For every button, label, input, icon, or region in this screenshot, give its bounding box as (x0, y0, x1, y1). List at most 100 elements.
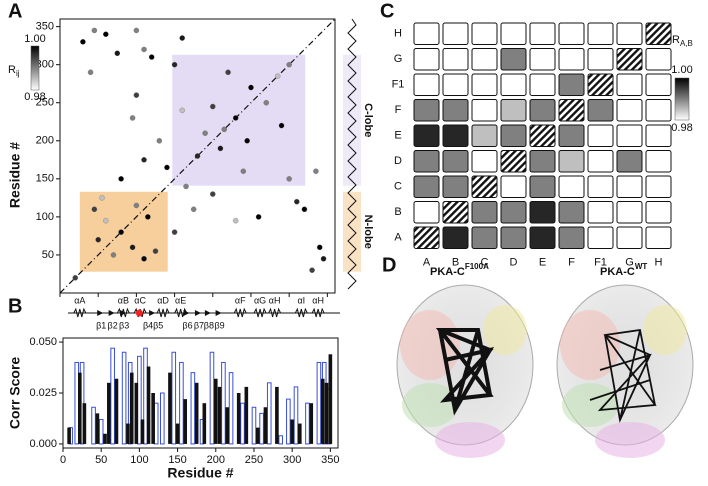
point (129, 244, 136, 251)
cell (558, 73, 585, 96)
ss-label: αH (312, 295, 324, 305)
point (217, 145, 224, 152)
cell (529, 175, 556, 198)
bar (328, 354, 333, 444)
x-axis-label: Residue # (167, 465, 233, 481)
x-tick-label: 100 (130, 454, 148, 466)
point (225, 69, 231, 76)
colorbar-label-main: R (8, 64, 16, 76)
bar (244, 386, 249, 444)
bar (82, 403, 87, 444)
cell (442, 73, 469, 96)
panel-label: A (8, 0, 22, 22)
cell (645, 22, 672, 45)
y-tick-label: 300 (36, 59, 54, 71)
cell (587, 124, 614, 147)
bar (305, 402, 310, 445)
column-label: G (625, 256, 634, 268)
bar (91, 406, 96, 445)
cell (645, 226, 672, 249)
point (87, 69, 94, 76)
cell (616, 22, 643, 45)
point (171, 61, 178, 68)
bar (95, 413, 100, 444)
cell (442, 99, 469, 122)
point (179, 107, 185, 114)
colorbar-tick-label: 0.98 (671, 122, 692, 134)
bar (160, 392, 165, 445)
bar (146, 366, 151, 444)
cell (529, 226, 556, 249)
strand (149, 310, 156, 316)
bar (290, 419, 294, 444)
ss-label: αI (297, 295, 305, 305)
row-label: C (394, 181, 402, 193)
cell (413, 175, 440, 198)
cell (529, 150, 556, 173)
cell (645, 124, 672, 147)
strand (97, 310, 104, 316)
ss-label: β8 (204, 320, 214, 330)
ss-label: αC (134, 295, 146, 305)
column-label: F1 (594, 256, 607, 268)
ss-label: αA (74, 295, 85, 305)
bar (251, 406, 257, 445)
y-tick-label: 150 (36, 173, 54, 185)
cell (471, 175, 498, 198)
row-label: G (394, 53, 403, 65)
column-label: E (539, 256, 546, 268)
x-tick-label: 50 (95, 454, 107, 466)
strand (215, 310, 222, 316)
cell (558, 150, 585, 173)
y-tick-label: 350 (36, 21, 54, 33)
colorbar-label-sub: ij (16, 69, 20, 78)
bar (175, 423, 180, 444)
colorbar-tick-label: 1.00 (24, 33, 45, 45)
point (141, 157, 147, 163)
point (294, 198, 300, 205)
ss-label: αG (254, 295, 266, 305)
bar (190, 372, 196, 445)
helix (311, 307, 325, 318)
region-strip (343, 191, 361, 272)
point (320, 255, 327, 262)
cell (529, 73, 556, 96)
point (255, 214, 262, 220)
ss-label: β4β5 (143, 320, 163, 330)
bar (202, 403, 207, 444)
y-axis-label: Residue # (7, 142, 23, 208)
point (263, 99, 269, 106)
y-tick-label: 0.000 (29, 438, 57, 450)
y-tick-label: 200 (36, 135, 54, 147)
cell (529, 124, 556, 147)
helix (174, 307, 188, 318)
title: PKA-C (600, 266, 635, 278)
cell (616, 175, 643, 198)
cell (587, 150, 614, 173)
point (316, 244, 323, 251)
bar (110, 347, 115, 445)
cell (500, 226, 527, 249)
point (91, 27, 98, 34)
colorbar (30, 45, 40, 91)
cell (471, 48, 498, 71)
point (202, 130, 208, 136)
bar (217, 386, 222, 444)
y-axis-label: Corr Score (7, 357, 23, 430)
strand (120, 310, 127, 316)
panel-d: D PKA-CF100A PKA-CWT (382, 254, 694, 458)
cell (442, 150, 469, 173)
cell (442, 201, 469, 224)
cell (500, 175, 527, 198)
point (286, 61, 292, 68)
x-tick-label: 300 (283, 454, 301, 466)
bar (324, 382, 329, 444)
bar (298, 423, 302, 444)
y-tick-label: 50 (42, 249, 54, 261)
helix (73, 307, 87, 318)
point (221, 126, 227, 133)
row-label: B (394, 206, 401, 218)
structure-title: PKA-CF100A (430, 262, 489, 278)
point (72, 275, 79, 281)
point (210, 191, 216, 197)
